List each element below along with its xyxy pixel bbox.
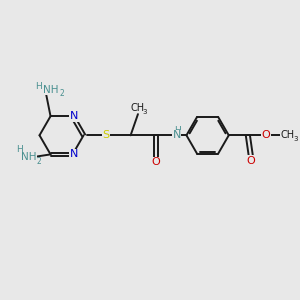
Text: N: N — [70, 149, 78, 159]
Text: 2: 2 — [37, 157, 42, 166]
Text: H: H — [16, 145, 23, 154]
Text: NH: NH — [21, 152, 36, 162]
Text: CH: CH — [131, 103, 145, 113]
Text: O: O — [151, 157, 160, 167]
Text: S: S — [102, 130, 109, 140]
Text: H: H — [35, 82, 42, 91]
Text: N: N — [172, 130, 181, 140]
Text: H: H — [174, 125, 181, 134]
Text: 3: 3 — [293, 136, 298, 142]
Text: NH: NH — [43, 85, 58, 95]
Text: 2: 2 — [59, 89, 64, 98]
Text: O: O — [262, 130, 271, 140]
Text: CH: CH — [280, 130, 295, 140]
Text: 3: 3 — [142, 109, 147, 115]
Text: N: N — [70, 111, 78, 121]
Text: O: O — [246, 156, 255, 166]
